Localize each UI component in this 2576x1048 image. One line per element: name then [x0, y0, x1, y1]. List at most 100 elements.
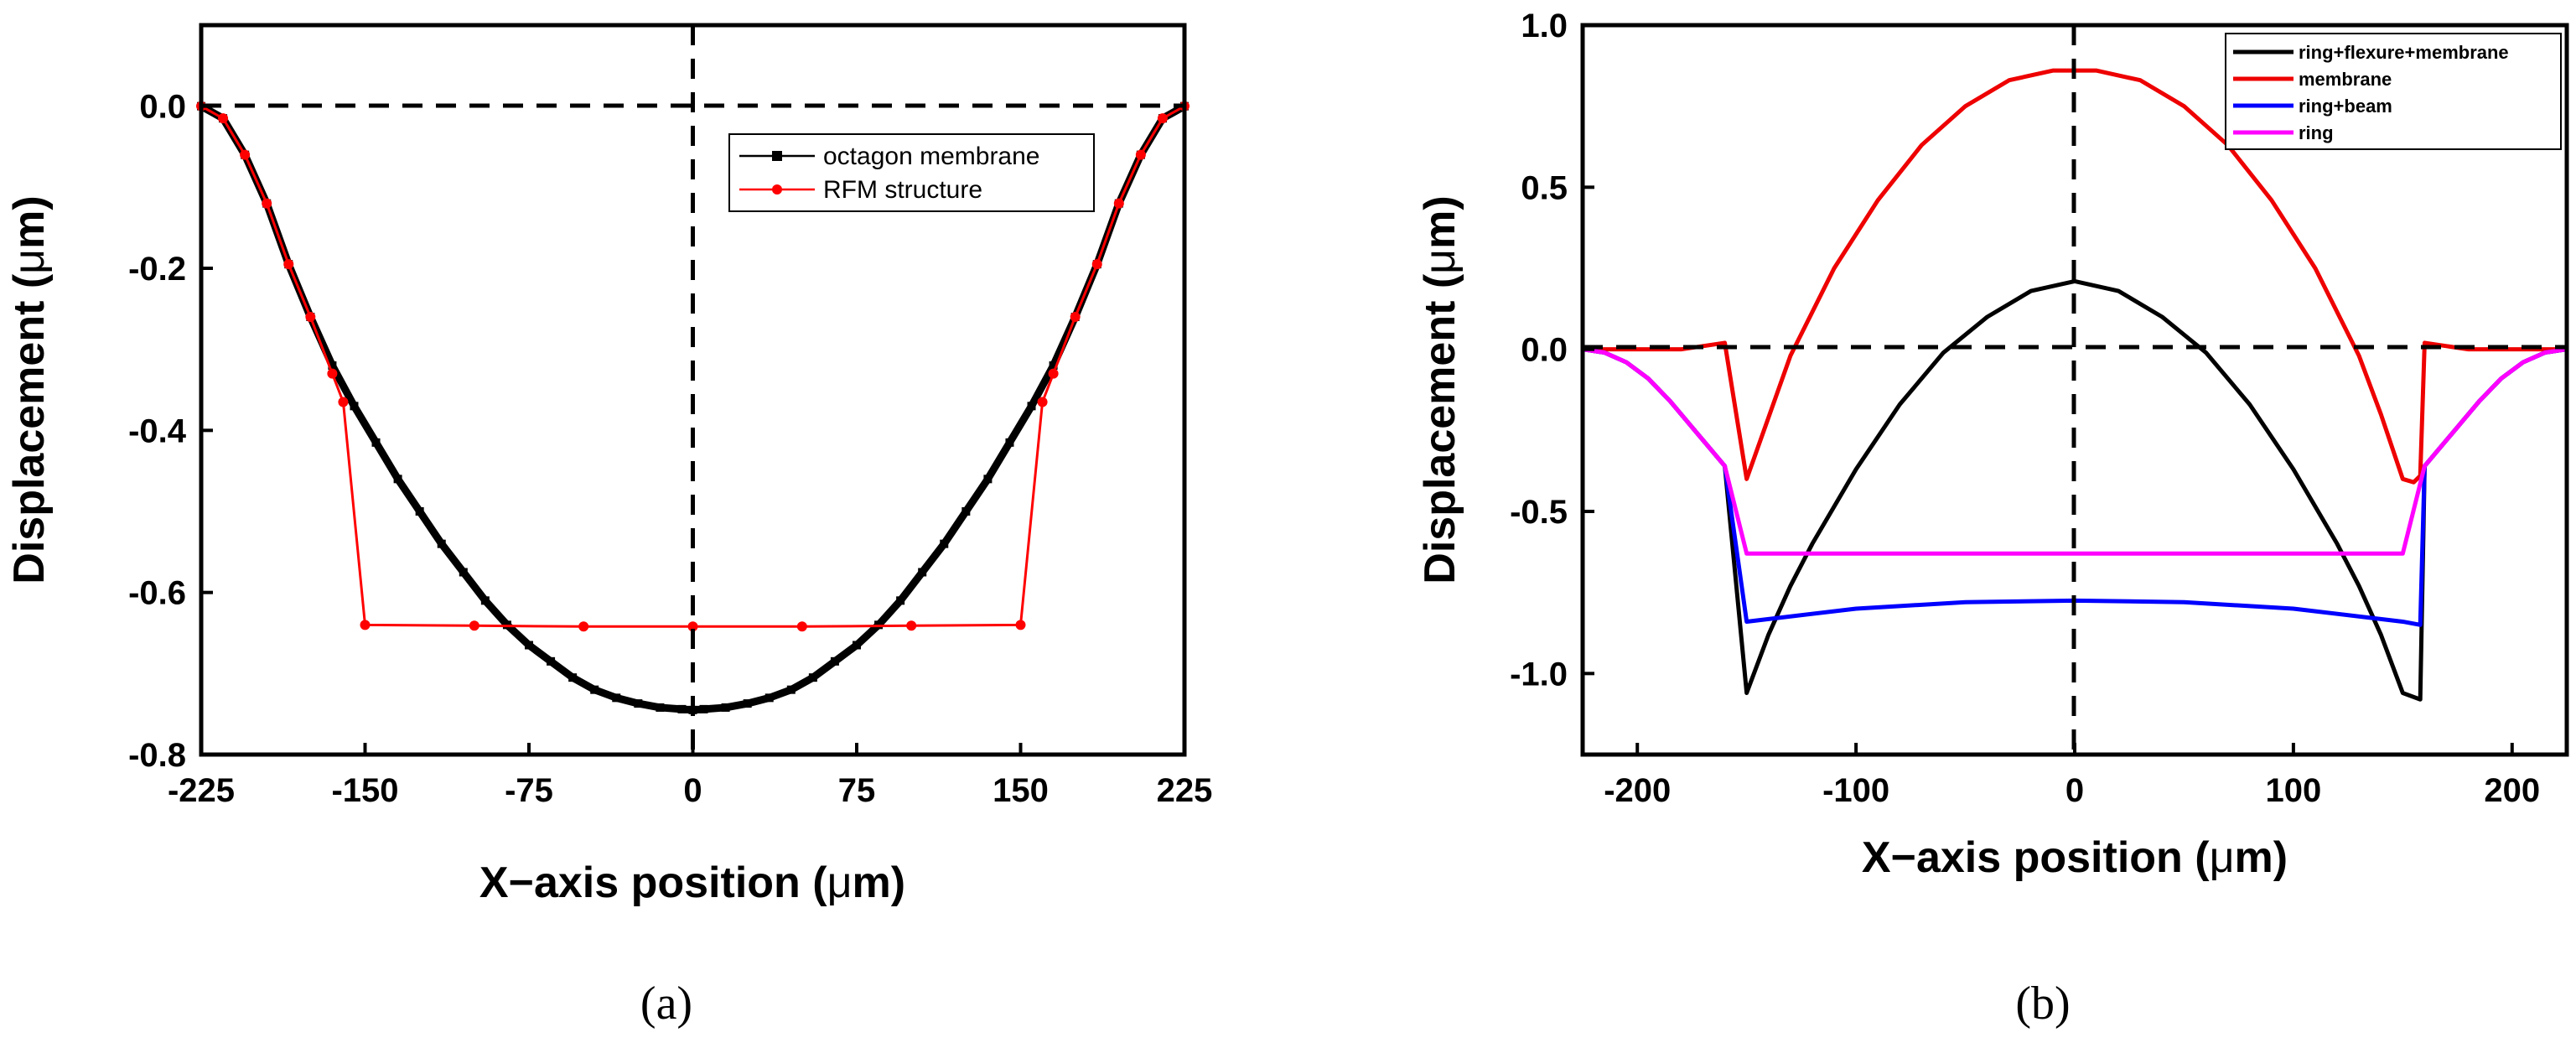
panel-a-x-tick-label: -75	[505, 772, 553, 809]
panel-b-y-tick-label: 0.0	[1521, 332, 1568, 369]
panel-b-y-title-mu: μ	[1416, 249, 1464, 274]
panel-a-point-octagon-membrane	[721, 703, 730, 712]
panel-a-point-rfm-structure	[338, 397, 349, 407]
panel-a-point-rfm-structure	[1091, 259, 1102, 270]
panel-a-point-octagon-membrane	[393, 475, 402, 484]
panel-a-point-rfm-structure	[906, 620, 917, 631]
panel-b-y-tick-label: 0.5	[1521, 169, 1568, 206]
panel-a-point-rfm-structure	[327, 368, 338, 379]
panel-b-series-ring	[1580, 347, 2569, 556]
panel-a-x-title-dash: −	[509, 859, 534, 907]
panel-a-point-octagon-membrane	[415, 507, 424, 516]
panel-a-x-title-unit: m)	[853, 859, 906, 907]
panel-b-x-title-rest: axis position (	[1916, 833, 2210, 882]
panel-a-point-octagon-membrane	[328, 361, 337, 370]
panel-a-y-tick-label: -0.4	[128, 412, 187, 449]
panel-a-x-title-main: X	[479, 859, 509, 907]
panel-a-point-octagon-membrane	[634, 699, 643, 708]
panel-a-point-rfm-structure	[305, 312, 316, 322]
panel-a-x-tick-label: -225	[168, 772, 235, 809]
panel-b-legend-label-ring-beam: ring+beam	[2299, 96, 2392, 117]
panel-a-point-rfm-structure	[283, 259, 294, 270]
panel-a: -225 -150 -75 0 75 150 2250.0-0.2-0.4-0.6-0.8 …	[5, 23, 1213, 1030]
panel-a-point-rfm-structure	[1113, 198, 1124, 209]
panel-a-point-rfm-structure	[578, 621, 589, 632]
panel-a-point-octagon-membrane	[699, 704, 708, 713]
panel-a-x-tick-label: 75	[838, 772, 876, 809]
panel-a-point-octagon-membrane	[459, 568, 468, 577]
panel-a-x-tick-label: -150	[331, 772, 398, 809]
panel-b-ticks: -200 -100 0 100 200 1.0 0.5 0.0 -0.5 -1.0	[1510, 8, 2540, 809]
panel-a-y-tick-label: 0.0	[139, 89, 186, 126]
panel-a-point-rfm-structure	[1037, 397, 1048, 407]
panel-a-point-rfm-structure	[687, 621, 698, 632]
panel-b-y-axis-title: Displacement (μm)	[1416, 195, 1464, 584]
panel-a-point-octagon-membrane	[1049, 361, 1058, 370]
panel-a-point-octagon-membrane	[830, 656, 839, 666]
panel-b-legend: ring+flexure+membrane membrane ring+beam…	[2225, 33, 2562, 150]
panel-a-legend: octagon membrane RFM structure	[728, 133, 1095, 212]
panel-b-y-tick-label: -1.0	[1510, 656, 1568, 693]
panel-a-point-rfm-structure	[1015, 620, 1026, 630]
panel-a-point-octagon-membrane	[568, 673, 578, 682]
panel-b-x-title-main: X	[1862, 833, 1891, 882]
panel-b-x-tick-label: 0	[2065, 772, 2084, 809]
panel-a-point-octagon-membrane	[853, 641, 861, 650]
panel-a-legend-marker-octagon	[772, 151, 782, 161]
panel-a-point-octagon-membrane	[677, 704, 687, 713]
panel-a-y-tick-label: -0.2	[128, 251, 186, 288]
panel-a-x-tick-label: 225	[1157, 772, 1213, 809]
panel-a-point-octagon-membrane	[590, 685, 599, 694]
panel-a-point-rfm-structure	[796, 621, 807, 632]
panel-a-caption: (a)	[640, 978, 692, 1030]
panel-b-y-title-main: Displacement (	[1416, 273, 1464, 584]
panel-a-point-rfm-structure	[1070, 312, 1081, 322]
panel-a-x-title-mu: μ	[827, 859, 853, 907]
panel-a-x-tick-label: 150	[993, 772, 1049, 809]
panel-b-caption: (b)	[2015, 978, 2070, 1030]
panel-b: -200 -100 0 100 200 1.0 0.5 0.0 -0.5 -1.0 ring+fl…	[1416, 8, 2569, 1030]
panel-a-point-octagon-membrane	[371, 438, 381, 447]
panel-a-y-axis-title: Displacement (μm)	[5, 195, 54, 584]
panel-b-x-tick-label: 200	[2484, 772, 2540, 809]
panel-b-x-axis-title: X−axis position (μm)	[1862, 833, 2288, 882]
panel-b-y-title-unit: m)	[1416, 195, 1464, 249]
panel-a-point-octagon-membrane	[525, 641, 533, 650]
panel-a-point-rfm-structure	[1157, 113, 1168, 124]
panel-a-point-octagon-membrane	[940, 539, 949, 548]
panel-b-x-title-mu: μ	[2210, 833, 2235, 882]
panel-a-x-axis-title: X−axis position (μm)	[479, 859, 905, 907]
panel-b-x-tick-label: -100	[1822, 772, 1889, 809]
panel-a-point-rfm-structure	[262, 198, 272, 209]
panel-a-point-octagon-membrane	[808, 673, 817, 682]
panel-b-series-layer	[1580, 68, 2569, 702]
panel-a-point-octagon-membrane	[547, 656, 556, 666]
panel-a-legend-marker-rfm	[772, 184, 782, 195]
panel-b-x-tick-label: 100	[2266, 772, 2322, 809]
panel-a-y-title-main: Displacement (	[5, 273, 54, 584]
panel-a-legend-label-rfm: RFM structure	[823, 176, 982, 204]
panel-b-legend-label-ring-flexure-membrane: ring+flexure+membrane	[2299, 42, 2509, 63]
panel-a-y-tick-label: -0.6	[128, 575, 186, 612]
panel-a-point-rfm-structure	[218, 113, 229, 124]
panel-b-legend-label-membrane: membrane	[2299, 69, 2392, 90]
panel-a-point-octagon-membrane	[743, 699, 752, 708]
panel-a-point-octagon-membrane	[765, 693, 774, 703]
panel-b-x-title-dash: −	[1891, 833, 1916, 882]
panel-a-y-title-unit: m)	[5, 195, 54, 249]
panel-b-legend-label-ring: ring	[2299, 122, 2334, 143]
panel-b-x-title-unit: m)	[2235, 833, 2288, 882]
panel-b-y-tick-label: -0.5	[1510, 494, 1568, 531]
panel-a-point-rfm-structure	[240, 149, 251, 160]
panel-a-point-octagon-membrane	[1027, 402, 1036, 411]
panel-a-point-octagon-membrane	[983, 475, 993, 484]
panel-b-series-membrane	[1580, 68, 2569, 485]
panel-a-x-title-rest: axis position (	[534, 859, 827, 907]
panel-a-point-octagon-membrane	[1005, 438, 1014, 447]
panel-b-y-tick-label: 1.0	[1521, 8, 1568, 44]
panel-a-point-octagon-membrane	[656, 703, 665, 712]
panel-a-legend-box	[728, 133, 1095, 212]
panel-a-legend-label-octagon: octagon membrane	[823, 143, 1040, 170]
panel-a-x-tick-label: 0	[683, 772, 702, 809]
